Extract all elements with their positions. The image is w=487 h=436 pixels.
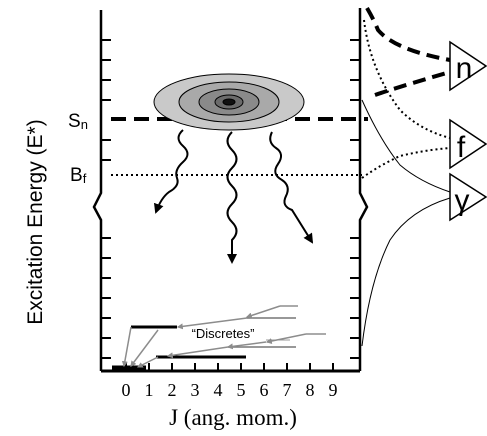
j-tick-2: 2 <box>168 380 177 400</box>
decay-curves <box>361 6 451 347</box>
j-tick-1: 1 <box>145 380 154 400</box>
channel-n: n <box>449 40 487 92</box>
j-tick-4: 4 <box>214 380 223 400</box>
compound-nucleus <box>153 73 305 131</box>
bf-sub: f <box>83 171 87 186</box>
gamma-emission-arrows <box>153 129 314 264</box>
j-tick-7: 7 <box>283 380 292 400</box>
sn-label: Sn <box>68 111 88 132</box>
discrete-transitions <box>121 305 307 368</box>
sn-main: S <box>68 111 81 132</box>
j-tick-6: 6 <box>260 380 269 400</box>
discretes-label: “Discretes” <box>192 326 255 341</box>
channel-gamma: γ <box>449 172 487 222</box>
j-tick-labels: 0 1 2 3 4 5 6 7 8 9 <box>122 380 338 400</box>
j-tick-0: 0 <box>122 380 131 400</box>
sn-sub: n <box>81 117 88 132</box>
left-axis <box>92 10 103 371</box>
j-tick-5: 5 <box>237 380 246 400</box>
j-tick-9: 9 <box>329 380 338 400</box>
j-tick-3: 3 <box>191 380 200 400</box>
right-ticks <box>350 39 360 359</box>
y-axis-label: Excitation Energy (E*) <box>24 119 47 324</box>
left-ticks <box>101 39 111 359</box>
right-boundary <box>358 8 369 371</box>
channel-f: f <box>449 118 487 170</box>
channel-gamma-label: γ <box>455 184 470 217</box>
channel-f-label: f <box>457 131 466 164</box>
bf-label: Bf <box>70 165 87 186</box>
bf-main: B <box>70 165 83 186</box>
j-tick-8: 8 <box>306 380 315 400</box>
channel-n-label: n <box>456 52 473 85</box>
x-axis-label: J (ang. mom.) <box>169 405 297 430</box>
